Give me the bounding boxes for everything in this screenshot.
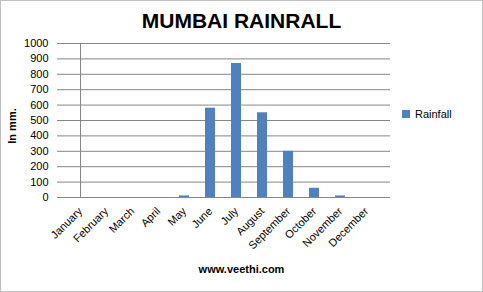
svg-text:600: 600: [30, 99, 48, 111]
svg-text:August: August: [233, 204, 267, 238]
svg-text:100: 100: [30, 176, 48, 188]
svg-text:February: February: [71, 204, 111, 244]
svg-text:April: April: [138, 205, 162, 229]
html-text:MUMBAI RAINRALL: MUMBAI RAINRALL: [141, 9, 342, 32]
svg-text:0: 0: [42, 191, 48, 203]
svg-text:November: November: [300, 204, 345, 250]
svg-text:September: September: [245, 204, 293, 252]
svg-text:January: January: [48, 204, 85, 241]
html-text:Rainfall: Rainfall: [415, 108, 452, 120]
svg-text:March: March: [106, 205, 136, 235]
svg-text:500: 500: [30, 114, 48, 126]
svg-text:300: 300: [30, 145, 48, 157]
svg-text:900: 900: [30, 52, 48, 64]
html-text:www.veethi.com: www.veethi.com: [198, 263, 285, 275]
svg-text:400: 400: [30, 129, 48, 141]
html-text:In mm.: In mm.: [6, 108, 18, 144]
svg-text:July: July: [218, 204, 241, 227]
svg-text:200: 200: [30, 160, 48, 172]
svg-text:May: May: [165, 204, 189, 228]
svg-text:1000: 1000: [24, 37, 48, 49]
svg-text:December: December: [326, 205, 371, 250]
svg-text:700: 700: [30, 83, 48, 95]
svg-text:800: 800: [30, 68, 48, 80]
svg-text:October: October: [282, 204, 319, 241]
svg-text:June: June: [189, 205, 214, 230]
